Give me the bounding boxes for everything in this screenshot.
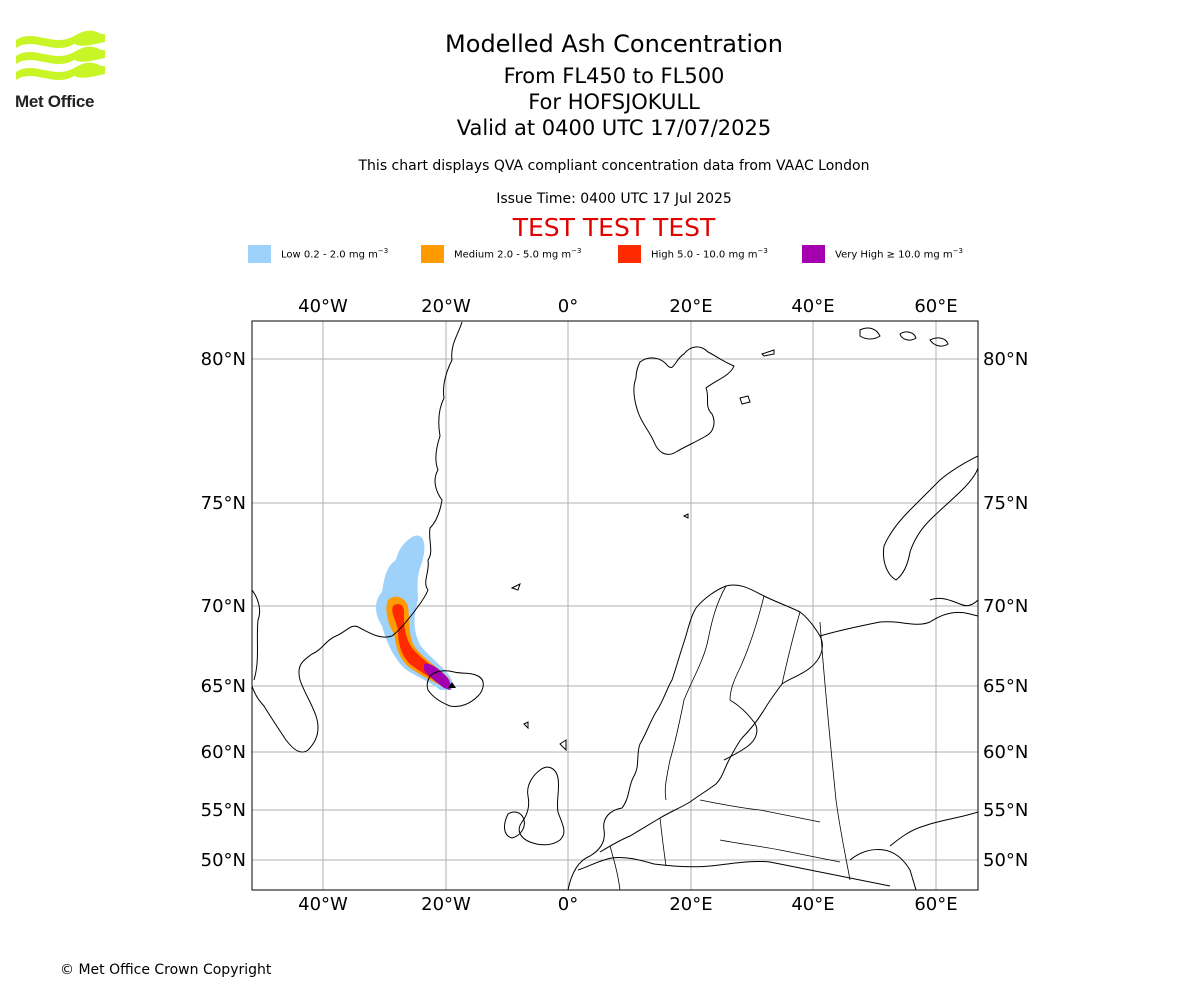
border-germany (609, 845, 621, 890)
lon-label-0-bottom: 0° (558, 894, 578, 915)
lat-label-70n-left: 70°N (201, 596, 246, 617)
border-russia-west (819, 621, 851, 881)
legend-low-swatch (248, 245, 271, 263)
lat-label-75n-right: 75°N (983, 493, 1028, 514)
legend-very-high: Very High ≥ 10.0 mg m−3 (802, 244, 963, 264)
lon-label-20w-bottom: 20°W (421, 894, 471, 915)
border-baltics (699, 799, 821, 823)
jan-mayen (510, 583, 521, 591)
lat-label-75n-left: 75°N (201, 493, 246, 514)
lat-label-50n-left: 50°N (201, 850, 246, 871)
graticule (252, 321, 978, 890)
lat-label-50n-right: 50°N (983, 850, 1028, 871)
legend-medium-swatch (421, 245, 444, 263)
qva-subtitle: This chart displays QVA compliant concen… (358, 158, 870, 174)
border-poland (659, 817, 667, 867)
lon-labels-bottom: 40°W 20°W 0° 20°E 40°E 60°E (298, 894, 957, 915)
svalbard-coast (633, 346, 735, 455)
greenland-west-coast (252, 589, 261, 681)
greenland-coast (252, 321, 463, 753)
met-office-logo: Met Office (14, 30, 106, 112)
volcano-marker[interactable] (448, 682, 456, 688)
lat-label-55n-left: 55°N (201, 800, 246, 821)
lat-label-80n-right: 80°N (983, 349, 1028, 370)
legend-medium-label: Medium 2.0 - 5.0 mg m (454, 249, 572, 261)
caspian-region (849, 849, 917, 890)
legend-high-label: High 5.0 - 10.0 mg m (651, 249, 758, 261)
ash-very-high-region (424, 663, 451, 690)
svalbard-islet-1 (739, 395, 751, 405)
border-sweden-finland (729, 595, 765, 701)
lon-label-40w-top: 40°W (298, 296, 348, 317)
russia-inland-north (889, 811, 978, 847)
copyright-notice: © Met Office Crown Copyright (60, 962, 272, 978)
lon-label-40w-bottom: 40°W (298, 894, 348, 915)
legend-very-high-label: Very High ≥ 10.0 mg m (835, 249, 953, 261)
lat-label-65n-left: 65°N (201, 676, 246, 697)
legend-high: High 5.0 - 10.0 mg m−3 (618, 244, 768, 264)
volcano-name: For HOFSJOKULL (528, 90, 700, 114)
shetland (559, 739, 567, 752)
novaya-zemlya (883, 455, 978, 581)
flight-level-range: From FL450 to FL500 (503, 64, 725, 88)
lon-label-60e-top: 60°E (914, 296, 957, 317)
issue-time: Issue Time: 0400 UTC 17 Jul 2025 (496, 191, 732, 207)
lon-label-20w-top: 20°W (421, 296, 471, 317)
volcano-triangle-icon (448, 682, 456, 688)
valid-time: Valid at 0400 UTC 17/07/2025 (456, 116, 772, 140)
scandinavia-coast (567, 584, 823, 890)
lat-labels-right: 80°N 75°N 70°N 65°N 60°N 55°N 50°N (983, 349, 1028, 871)
lat-label-60n-left: 60°N (201, 742, 246, 763)
country-borders (609, 585, 851, 890)
border-belarus-ukraine (719, 839, 841, 863)
lon-label-40e-bottom: 40°E (791, 894, 834, 915)
baltic-coast (599, 783, 717, 853)
lat-label-80n-left: 80°N (201, 349, 246, 370)
lon-label-40e-top: 40°E (791, 296, 834, 317)
europe-mainland (577, 857, 891, 887)
russia-arctic-coast (819, 611, 978, 637)
ireland (504, 811, 525, 839)
finland-coast (723, 699, 758, 761)
bear-island (682, 513, 689, 519)
iceland-coast (426, 670, 484, 707)
border-finland-russia (781, 611, 801, 685)
lon-labels-top: 40°W 20°W 0° 20°E 40°E 60°E (298, 296, 957, 317)
great-britain (518, 766, 565, 846)
legend-very-high-swatch (802, 245, 825, 263)
lat-label-60n-right: 60°N (983, 742, 1028, 763)
lon-label-0-top: 0° (558, 296, 578, 317)
franz-josef-land (859, 327, 949, 347)
coastlines (252, 321, 978, 890)
svalbard-islet-2 (761, 349, 775, 357)
legend-medium: Medium 2.0 - 5.0 mg m−3 (421, 244, 581, 264)
legend-low: Low 0.2 - 2.0 mg m−3 (248, 244, 388, 264)
faroe (523, 721, 529, 730)
logo-text: Met Office (15, 92, 95, 111)
russia-north-coast (929, 597, 978, 607)
lat-labels-left: 80°N 75°N 70°N 65°N 60°N 55°N 50°N (201, 349, 246, 871)
border-norway-sweden (664, 585, 727, 801)
lon-label-60e-bottom: 60°E (914, 894, 957, 915)
legend-low-label: Low 0.2 - 2.0 mg m (281, 249, 378, 261)
lat-label-55n-right: 55°N (983, 800, 1028, 821)
map-frame (251, 320, 979, 891)
map-title: Modelled Ash Concentration (445, 30, 783, 58)
lon-label-20e-top: 20°E (669, 296, 712, 317)
test-banner: TEST TEST TEST (512, 213, 716, 242)
lat-label-65n-right: 65°N (983, 676, 1028, 697)
lon-label-20e-bottom: 20°E (669, 894, 712, 915)
lat-label-70n-right: 70°N (983, 596, 1028, 617)
legend-high-swatch (618, 245, 641, 263)
